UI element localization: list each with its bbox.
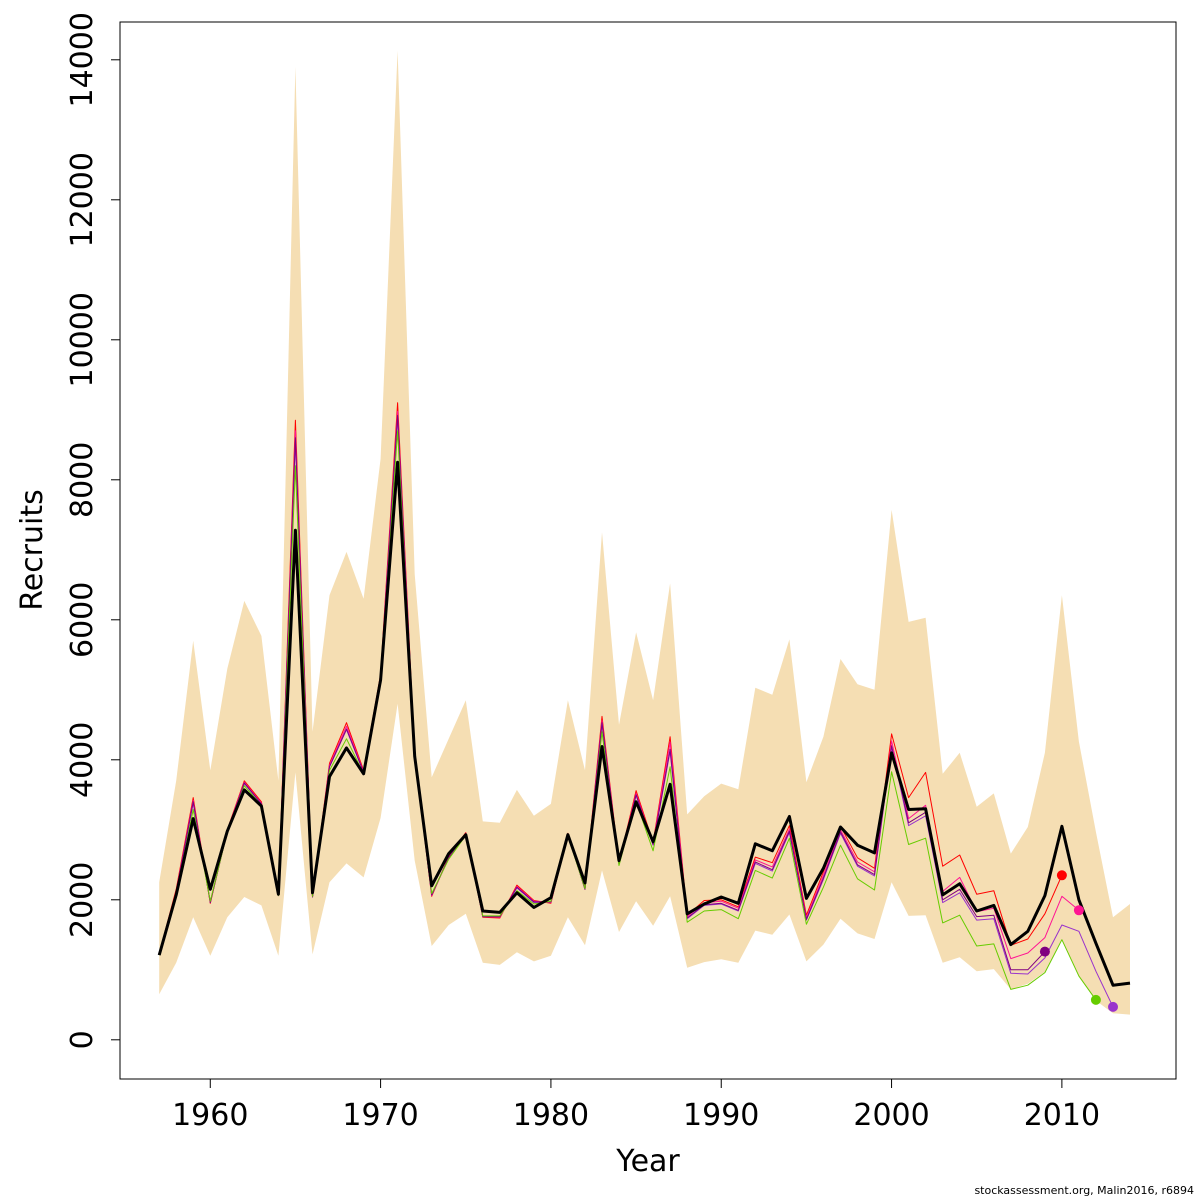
y-tick-label: 10000 xyxy=(65,292,100,387)
series-end-point-4 xyxy=(1039,946,1050,957)
y-tick-label: 6000 xyxy=(65,582,100,658)
series-end-points xyxy=(1039,870,1118,1012)
series-end-point-3 xyxy=(1108,1001,1118,1012)
x-tick-label: 2010 xyxy=(1024,1098,1100,1133)
credit-text: stockassessment.org, Malin2016, r6894 xyxy=(974,1184,1194,1197)
x-tick-label: 2000 xyxy=(853,1098,929,1133)
x-tick-label: 1970 xyxy=(342,1098,418,1133)
x-tick-label: 1960 xyxy=(172,1098,248,1133)
y-tick-label: 14000 xyxy=(65,12,100,107)
y-tick-label: 2000 xyxy=(65,862,100,938)
y-tick-label: 8000 xyxy=(65,442,100,518)
y-axis-title: Recruits xyxy=(15,489,50,611)
y-tick-label: 0 xyxy=(65,1030,100,1049)
confidence-band xyxy=(159,50,1130,1015)
x-axis: 1960 1970 1980 1990 2000 2010 xyxy=(172,1078,1100,1133)
y-tick-label: 4000 xyxy=(65,722,100,798)
confidence-band-area xyxy=(159,50,1130,1015)
series-end-point-1 xyxy=(1056,870,1067,881)
series-end-point-2 xyxy=(1073,905,1084,916)
series-line-0 xyxy=(157,460,1131,987)
series-end-point-5 xyxy=(1090,994,1101,1005)
series-lines xyxy=(157,402,1131,1008)
y-tick-label: 12000 xyxy=(65,152,100,247)
x-tick-label: 1980 xyxy=(513,1098,589,1133)
x-tick-label: 1990 xyxy=(683,1098,759,1133)
y-axis: 0 2000 4000 6000 8000 10000 12000 14000 xyxy=(65,12,121,1049)
x-axis-title: Year xyxy=(615,1144,680,1179)
